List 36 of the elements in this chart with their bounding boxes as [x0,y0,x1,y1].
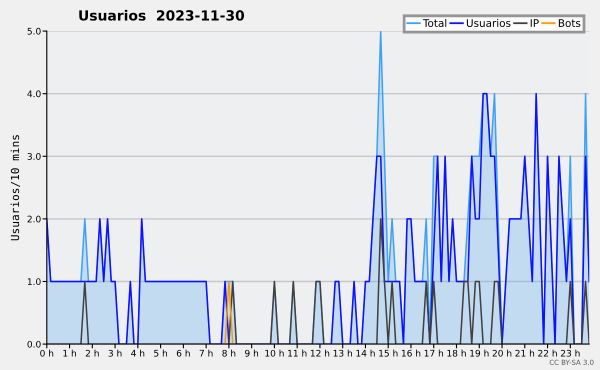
x-tick-label: 18 h [447,350,466,357]
x-tick-label: 16 h [402,350,420,357]
x-tick-label: 11 h [288,350,306,357]
x-tick-label: 2 h [86,350,99,357]
x-tick-label: 12 h [310,350,330,357]
legend-label: Total [422,18,446,27]
x-tick-label: 17 h [424,350,444,357]
x-tick-label: 22 h [538,350,557,357]
x-tick-label: 5 h [154,350,168,357]
legend-label: Bots [558,19,580,27]
y-axis-title: Usuarios/10 mins [10,135,20,240]
x-tick-label: 7 h [200,350,213,357]
x-tick-label: 3 h [108,350,122,357]
x-tick-label: 1 h [63,350,76,357]
y-tick-label: 4.0 [27,90,41,98]
x-tick-label: 23 h [560,350,580,357]
x-tick-label: 8 h [222,350,236,357]
x-tick-label: 6 h [176,350,190,357]
x-tick-label: 13 h [334,350,352,357]
legend-label: IP [530,19,539,27]
x-tick-label: 19 h [470,350,489,357]
x-tick-label: 9 h [245,350,258,357]
x-tick-label: 15 h [379,350,398,357]
y-tick-label: 5.0 [28,28,41,35]
chart-title: Usuarios 2023-11-30 [79,10,244,21]
y-tick-label: 2.0 [28,216,41,222]
y-tick-label: 3.0 [28,153,41,160]
x-tick-label: 4 h [131,350,144,357]
y-tick-label: 0.0 [27,340,41,348]
x-tick-label: 14 h [356,350,375,357]
y-tick-label: 1.0 [28,278,41,286]
x-tick-label: 0 h [40,350,54,357]
x-tick-label: 21 h [515,350,534,357]
legend-label: Usuarios [466,18,510,27]
x-tick-label: 10 h [265,350,284,357]
x-tick-label: 20 h [492,350,512,357]
